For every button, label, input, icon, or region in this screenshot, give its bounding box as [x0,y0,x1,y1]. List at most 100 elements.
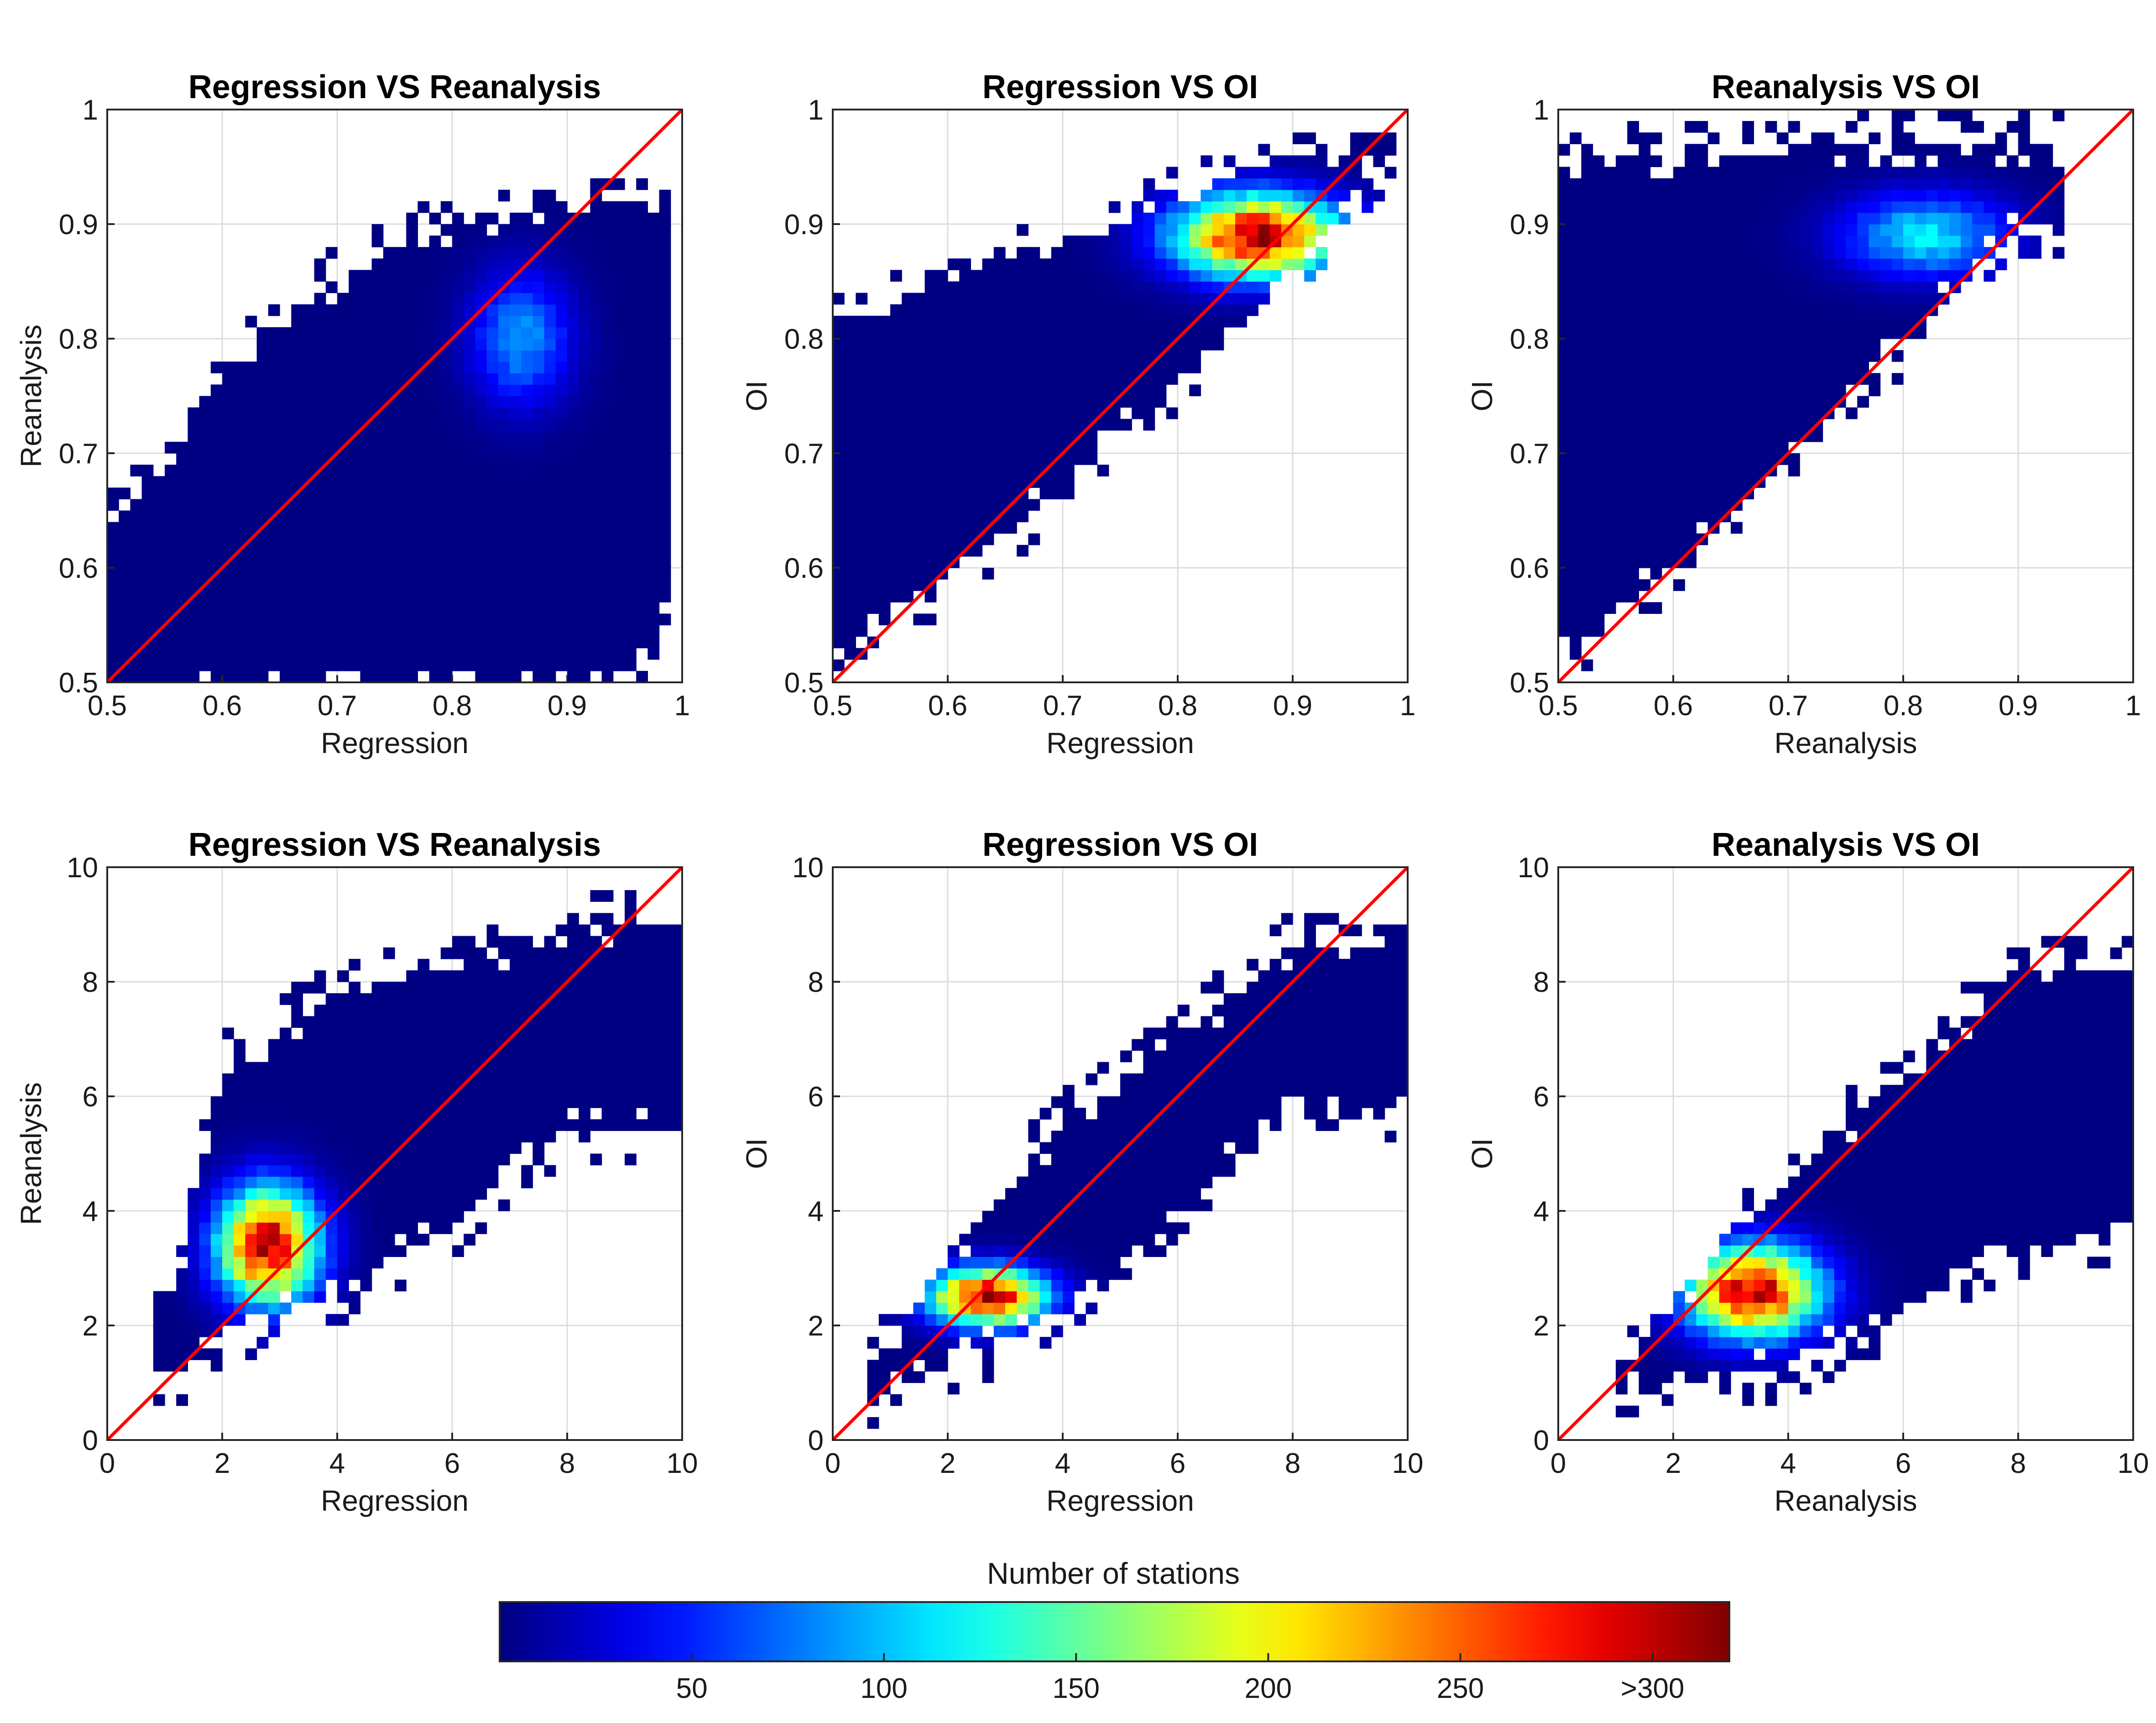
density-cell [647,1073,660,1085]
density-cell [890,533,902,545]
density-cell [590,602,602,614]
density-cell [1558,533,1570,545]
density-cell [959,270,971,282]
density-cell [256,556,269,568]
density-cell [268,430,280,442]
density-cell [210,1268,223,1280]
density-cell [1776,155,1789,168]
density-cell [383,533,395,545]
density-cell [1017,327,1028,339]
density-cell [971,396,983,408]
density-cell [1880,155,1892,168]
density-cell [1258,144,1270,156]
density-cell [1650,304,1662,316]
density-cell [360,568,372,580]
density-cell [486,487,499,499]
density-cell [291,1084,303,1097]
density-cell [1063,1257,1075,1269]
density-cell [1685,407,1697,419]
density-cell [2041,144,2053,156]
density-cell [567,924,579,937]
density-cell [1765,419,1777,431]
density-cell [314,1084,326,1097]
density-cell [1937,212,1950,225]
density-cell [1189,281,1201,293]
density-cell [601,339,614,351]
density-cell [590,453,602,465]
density-cell [544,258,556,270]
density-cell [1869,281,1881,293]
density-cell [1880,212,1892,225]
density-cell [1005,419,1017,431]
density-cell [1189,304,1201,316]
density-cell [280,1119,292,1131]
density-cell [1776,270,1789,282]
density-cell [349,1027,360,1040]
y-tick-label: 0.6 [59,553,98,584]
density-cell [1880,201,1892,213]
density-cell [429,1027,441,1040]
density-cell [555,236,568,247]
density-cell [878,1348,891,1360]
density-cell [1857,270,1869,282]
density-cell [601,568,614,580]
density-cell [418,476,430,488]
density-cell [1616,350,1628,362]
density-cell [141,533,154,545]
density-cell [1063,1176,1075,1189]
density-cell [1776,441,1789,454]
density-cell [1685,453,1697,465]
density-cell [521,982,533,994]
density-cell [1742,339,1754,351]
density-cell [924,430,937,442]
density-cell [659,1016,671,1028]
density-cell [625,533,637,545]
density-cell [234,556,245,568]
density-cell [429,465,441,477]
density-cell [303,1039,315,1051]
density-cell [625,648,637,660]
density-cell [590,270,602,282]
density-cell [590,487,602,499]
density-cell [1903,224,1915,236]
density-cell [1178,361,1190,373]
density-cell [1869,178,1881,190]
density-cell [1937,178,1950,190]
density-cell [1558,441,1570,454]
density-cell [1028,533,1040,545]
density-cell [429,1050,441,1063]
density-cell [199,1211,211,1223]
density-cell [1570,430,1582,442]
density-cell [532,407,545,419]
density-cell [325,636,338,649]
density-cell [1788,189,1800,202]
density-cell [1661,465,1674,477]
density-cell [636,441,648,454]
density-cell [1915,167,1926,179]
density-cell [1696,510,1708,523]
density-cell [234,1314,245,1326]
density-cell [486,545,499,557]
density-cell [188,476,200,488]
density-cell [1097,236,1109,247]
density-cell [1604,201,1616,213]
density-cell [188,499,200,511]
density-cell [199,533,211,545]
density-cell [1639,339,1651,351]
density-cell [1384,167,1397,179]
density-cell [913,613,925,626]
density-cell [1005,407,1017,419]
density-cell [486,453,499,465]
density-cell [1834,201,1846,213]
density-cell [844,487,856,499]
density-cell [1822,270,1835,282]
density-cell [1719,407,1731,419]
density-cell [1327,167,1339,179]
density-cell [486,407,499,419]
density-cell [1903,110,1915,121]
density-cell [625,556,637,568]
density-cell [833,315,845,328]
density-cell [130,579,142,591]
density-cell [1639,487,1651,499]
density-cell [1880,327,1892,339]
